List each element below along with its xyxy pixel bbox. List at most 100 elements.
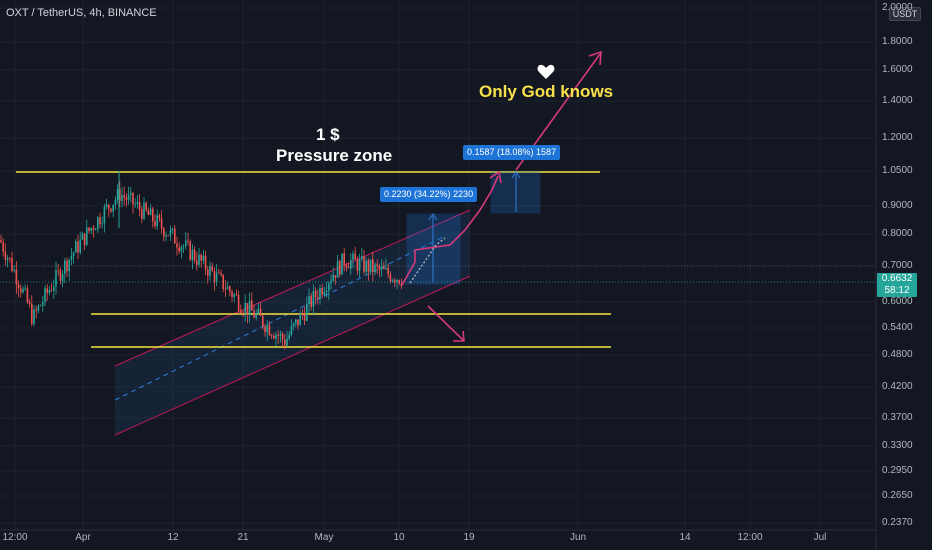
candle-body — [279, 333, 282, 336]
candle-body — [312, 290, 315, 307]
dotted-projection — [409, 237, 446, 284]
time-tick: 12 — [167, 532, 179, 543]
candle-body — [15, 269, 18, 285]
candle-body — [20, 288, 22, 293]
price-tick: 1.0500 — [882, 165, 913, 176]
candle-body — [0, 240, 2, 243]
candle-body — [4, 251, 7, 260]
price-tick: 0.8000 — [882, 228, 913, 239]
candle-body — [246, 302, 249, 315]
candle-body — [92, 228, 95, 231]
candle-body — [332, 275, 334, 281]
heart-icon[interactable] — [537, 64, 555, 80]
candle-body — [90, 228, 92, 231]
price-tick: 1.4000 — [882, 95, 913, 106]
candle-body — [6, 257, 9, 260]
candle-body — [354, 253, 356, 260]
channel-lower-line — [114, 275, 471, 436]
candle-body — [226, 286, 229, 290]
symbol-header[interactable]: OXT / TetherUS, 4h, BINANCE — [6, 7, 157, 19]
price-tick: 0.3700 — [882, 412, 913, 423]
candle-body — [130, 192, 132, 195]
measure-label-1[interactable]: 0.2230 (34.22%) 2230 — [380, 187, 478, 202]
candle-body — [376, 264, 378, 267]
candle-body — [110, 208, 112, 212]
currency-button[interactable]: USDT — [889, 7, 921, 21]
candle-body — [363, 256, 365, 272]
candle-body — [185, 240, 187, 247]
candle-body — [187, 240, 189, 242]
candle-body — [400, 283, 403, 287]
candle-body — [209, 266, 211, 276]
candle-body — [262, 315, 264, 327]
candle-body — [202, 255, 205, 261]
candle-body — [255, 313, 257, 318]
candle-body — [286, 338, 288, 346]
candle-body — [103, 206, 106, 224]
candle-body — [235, 294, 238, 296]
candle-body — [57, 270, 59, 271]
price-tick: 2.0000 — [882, 2, 913, 13]
candle-body — [83, 233, 86, 245]
candle-body — [182, 246, 185, 247]
candle-body — [163, 228, 165, 237]
channel-upper-line — [114, 209, 471, 367]
candle-body — [141, 209, 143, 219]
candle-body — [50, 290, 53, 292]
candle-body — [385, 267, 387, 269]
candle-body — [310, 295, 312, 307]
candle-body — [44, 288, 46, 303]
candle-body — [330, 280, 332, 284]
time-tick: Jul — [813, 532, 827, 543]
arrow-head-down — [453, 330, 465, 342]
candle-body — [374, 264, 376, 273]
pressure-subtitle[interactable]: Pressure zone — [276, 146, 393, 165]
candle-body — [244, 302, 246, 313]
price-tick: 0.2650 — [882, 490, 913, 501]
candle-body — [152, 208, 154, 222]
candle-body — [367, 260, 370, 272]
candle-body — [398, 279, 400, 284]
candle-body — [105, 204, 108, 207]
candle-body — [341, 253, 343, 275]
candle-body — [134, 203, 136, 205]
candle-body — [61, 273, 64, 281]
candle-body — [158, 215, 161, 219]
candle-body — [319, 288, 321, 299]
time-tick: 12:00 — [2, 532, 28, 543]
candle-body — [242, 312, 244, 314]
candle-body — [233, 294, 235, 297]
arrow-head-up — [489, 170, 502, 184]
candle-body — [273, 335, 275, 339]
candle-body — [303, 314, 306, 321]
candle-body — [334, 275, 337, 278]
candle-body — [160, 218, 163, 229]
candle-body — [114, 199, 117, 205]
candle-body — [88, 227, 90, 231]
candle-body — [215, 272, 218, 282]
candle-body — [132, 192, 134, 205]
candle-body — [266, 324, 268, 333]
candle-body — [270, 335, 273, 336]
price-tick: 1.8000 — [882, 36, 913, 47]
candle-body — [174, 228, 176, 244]
candle-body — [306, 303, 308, 321]
candle-body — [323, 291, 326, 295]
arrow-down-to-support — [427, 305, 464, 341]
candle-body — [64, 260, 66, 274]
candle-body — [204, 255, 207, 270]
candle-body — [396, 279, 398, 283]
price-tick: 1.2000 — [882, 132, 913, 143]
god-text[interactable]: Only God knows — [479, 82, 614, 101]
measure-label-2[interactable]: 0.1587 (18.08%) 1587 — [463, 145, 561, 160]
candle-body — [147, 210, 150, 215]
pressure-title[interactable]: 1 $ — [316, 125, 340, 144]
candle-body — [231, 291, 233, 297]
candle-body — [97, 217, 99, 230]
candle-body — [101, 223, 103, 225]
candle-body — [37, 305, 40, 311]
price-tick: 0.5400 — [882, 322, 913, 333]
candle-body — [352, 253, 354, 260]
time-tick: 19 — [463, 532, 475, 543]
